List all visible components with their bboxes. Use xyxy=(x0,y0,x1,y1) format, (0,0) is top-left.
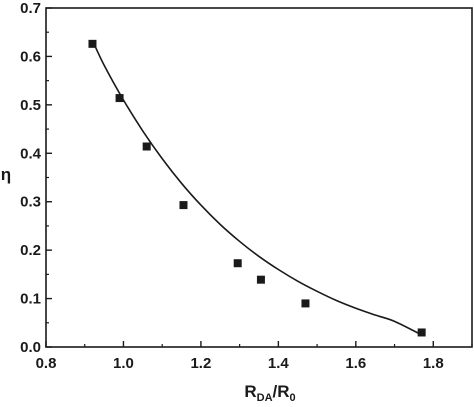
y-tick-label: 0.0 xyxy=(20,339,41,356)
y-tick-label: 0.5 xyxy=(20,97,41,114)
x-tick-label: 1.2 xyxy=(190,355,211,372)
plot-frame xyxy=(45,7,473,348)
x-axis-title-sub1: DA xyxy=(257,392,273,404)
x-axis-title: RDA/R0 xyxy=(244,382,295,404)
y-tick-label: 0.7 xyxy=(20,0,41,17)
data-point xyxy=(142,142,151,151)
y-tick-label: 0.4 xyxy=(20,145,42,162)
x-tick-label: 0.8 xyxy=(36,355,57,372)
x-tick-label: 1.8 xyxy=(423,355,444,372)
data-point xyxy=(115,94,124,103)
y-tick-label: 0.1 xyxy=(20,291,41,308)
fit-curve xyxy=(91,40,423,336)
data-point xyxy=(256,275,265,284)
y-tick-label: 0.2 xyxy=(20,242,41,259)
data-point xyxy=(179,201,188,210)
x-axis-title-sub2: 0 xyxy=(290,392,296,404)
data-point xyxy=(301,299,310,308)
x-axis-title-mid: /R xyxy=(273,382,290,401)
plot-area xyxy=(88,39,426,337)
data-point xyxy=(88,39,97,48)
axes: 0.8 1.0 1.2 1.4 1.6 1.8 0.0 0.1 0.2 0.3 0.4 0.5 0.6 0… xyxy=(20,0,473,372)
x-tick-label: 1.0 xyxy=(113,355,134,372)
data-point xyxy=(233,259,242,268)
data-point xyxy=(417,328,426,337)
x-tick-label: 1.6 xyxy=(345,355,366,372)
y-axis-title: η xyxy=(1,165,11,184)
y-tick-label: 0.6 xyxy=(20,48,41,65)
x-axis-title-main1: R xyxy=(244,382,256,401)
y-tick-label: 0.3 xyxy=(20,194,41,211)
x-tick-label: 1.4 xyxy=(268,355,290,372)
